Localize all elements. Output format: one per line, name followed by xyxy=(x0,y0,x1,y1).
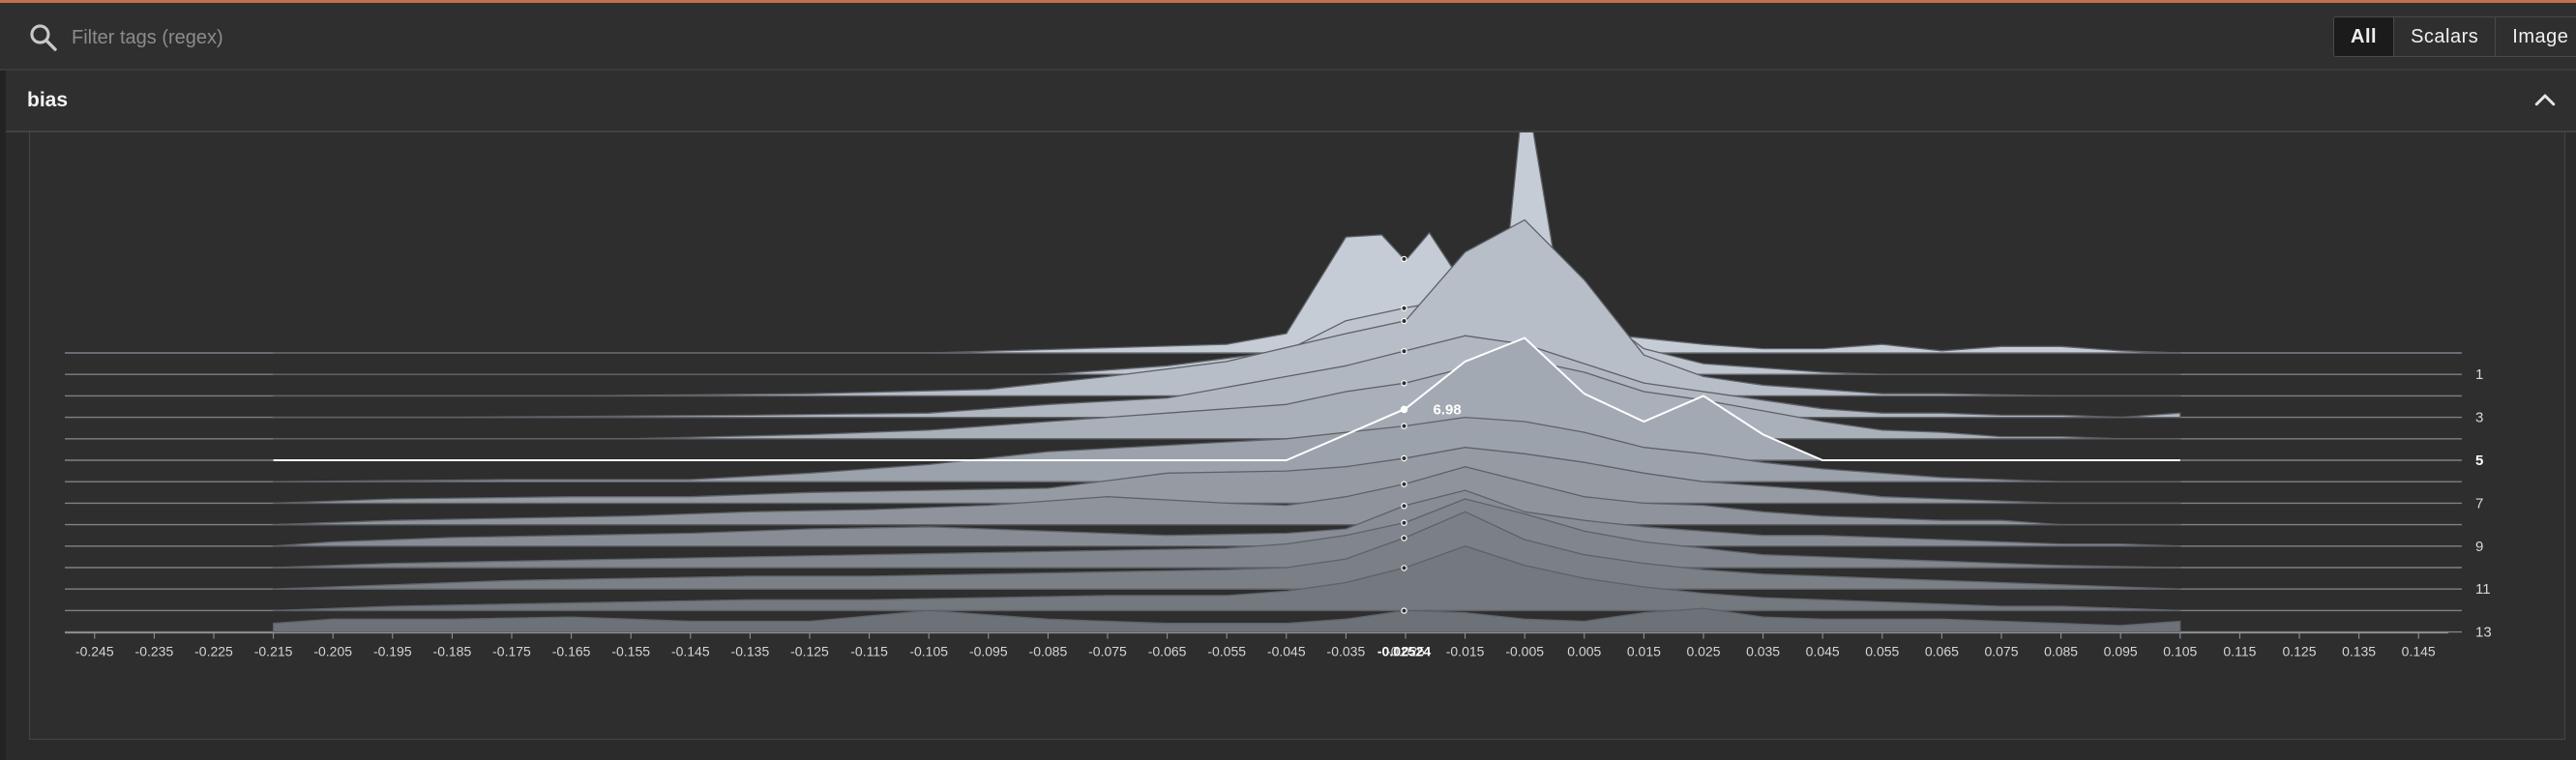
hover-marker xyxy=(1401,535,1407,541)
chevron-up-icon[interactable] xyxy=(2531,86,2560,115)
histogram-area xyxy=(272,416,2181,482)
highlighted-histogram-line xyxy=(273,336,2180,461)
type-all-button[interactable]: All xyxy=(2334,17,2395,56)
x-tick-label: 0.005 xyxy=(1567,644,1601,659)
x-tick-label: 0.025 xyxy=(1686,644,1720,659)
x-tick-label: -0.235 xyxy=(135,644,174,659)
histogram-area xyxy=(272,489,2181,547)
histogram-area xyxy=(272,511,2181,590)
x-tick-label: -0.215 xyxy=(254,644,293,659)
hover-marker xyxy=(1401,423,1407,429)
x-tick-label: -0.185 xyxy=(433,644,472,659)
x-tick-label: -0.225 xyxy=(194,644,233,659)
group-title: bias xyxy=(27,89,69,111)
hover-marker xyxy=(1401,305,1407,311)
x-tick-label: -0.205 xyxy=(313,644,352,659)
hover-marker xyxy=(1401,503,1407,510)
x-tick-label: -0.195 xyxy=(373,644,412,659)
histogram-area xyxy=(272,447,2181,505)
x-tick-label: 0.085 xyxy=(2044,644,2078,659)
hover-marker xyxy=(1401,255,1407,263)
hover-marker xyxy=(1401,380,1407,387)
x-tick-label: -0.095 xyxy=(969,644,1008,659)
histogram-area xyxy=(272,219,2181,397)
x-tick-label: -0.005 xyxy=(1505,644,1544,659)
histogram-area xyxy=(272,498,2181,569)
histogram-card: 6.98 1 3 5 7 9 11 13 -0.245 -0.235 -0.225 -0.215 -0.… xyxy=(29,132,2565,740)
type-image-button[interactable]: Image xyxy=(2496,17,2576,56)
hover-marker xyxy=(1401,317,1407,325)
hover-value-label: 6.98 xyxy=(1434,401,1462,418)
x-tick-label: 0.055 xyxy=(1865,644,1899,659)
x-tick-label: -0.045 xyxy=(1267,644,1306,659)
x-tick-label: -0.115 xyxy=(850,644,888,659)
x-tick-label: -0.125 xyxy=(790,644,829,659)
search-icon xyxy=(30,24,57,51)
hover-marker xyxy=(1401,481,1407,487)
x-tick-label: -0.155 xyxy=(611,644,650,659)
hover-marker xyxy=(1401,347,1407,355)
x-tick-label: -0.085 xyxy=(1029,644,1068,659)
x-tick-label: 0.015 xyxy=(1627,644,1661,659)
x-tick-label: 0.135 xyxy=(2342,644,2376,659)
x-tick-label: -0.025 xyxy=(1386,644,1425,659)
x-tick-label: 0.115 xyxy=(2223,644,2256,659)
accent-stripe xyxy=(0,0,2576,3)
x-tick-label: -0.105 xyxy=(909,644,948,659)
x-tick-label: 0.095 xyxy=(2104,644,2138,659)
x-tick-label: -0.145 xyxy=(671,644,710,659)
x-tick-label: 0.035 xyxy=(1746,644,1780,659)
histogram-area xyxy=(272,607,2181,633)
step-label: 1 xyxy=(2475,366,2483,383)
x-tick-label: 0.075 xyxy=(1984,644,2018,659)
x-tick-label: -0.165 xyxy=(552,644,591,659)
x-tick-label: 0.105 xyxy=(2163,644,2197,659)
step-label: 13 xyxy=(2475,625,2492,641)
hover-marker xyxy=(1400,405,1408,414)
step-label: 9 xyxy=(2475,539,2483,555)
x-tick-label: -0.055 xyxy=(1207,644,1246,659)
tag-filter-input[interactable] xyxy=(70,18,847,57)
x-tick-label: 0.045 xyxy=(1806,644,1840,659)
x-tick-label: -0.075 xyxy=(1088,644,1127,659)
x-tick-label: 0.065 xyxy=(1925,644,1959,659)
tag-group-header[interactable]: bias xyxy=(6,71,2576,132)
x-tick-label: 0.145 xyxy=(2402,644,2436,659)
hover-x-label: -0.02524 xyxy=(1377,644,1431,659)
step-label: 7 xyxy=(2475,495,2483,512)
hover-marker xyxy=(1401,519,1407,526)
x-tick-label: -0.035 xyxy=(1327,644,1366,659)
x-tick-label: -0.175 xyxy=(492,644,531,659)
x-tick-label: -0.135 xyxy=(731,644,770,659)
hover-marker xyxy=(1401,565,1407,571)
histogram-area xyxy=(272,277,2181,375)
step-label: 11 xyxy=(2475,581,2491,598)
histogram-area xyxy=(272,132,2181,354)
histogram-area xyxy=(272,545,2181,612)
run-type-toggle: All Scalars Image xyxy=(2333,16,2576,57)
x-tick-label: -0.015 xyxy=(1446,644,1485,659)
hover-marker xyxy=(1401,454,1407,462)
step-label: 3 xyxy=(2475,410,2483,426)
x-tick-label: -0.245 xyxy=(75,644,114,659)
x-tick-label: -0.065 xyxy=(1148,644,1187,659)
step-label: 5 xyxy=(2475,453,2483,469)
x-tick-label: 0.125 xyxy=(2282,644,2316,659)
histogram-area xyxy=(272,466,2181,526)
left-gutter xyxy=(0,71,6,760)
filter-bar: All Scalars Image xyxy=(0,3,2576,71)
type-scalars-button[interactable]: Scalars xyxy=(2394,17,2497,56)
hover-marker xyxy=(1401,607,1407,614)
